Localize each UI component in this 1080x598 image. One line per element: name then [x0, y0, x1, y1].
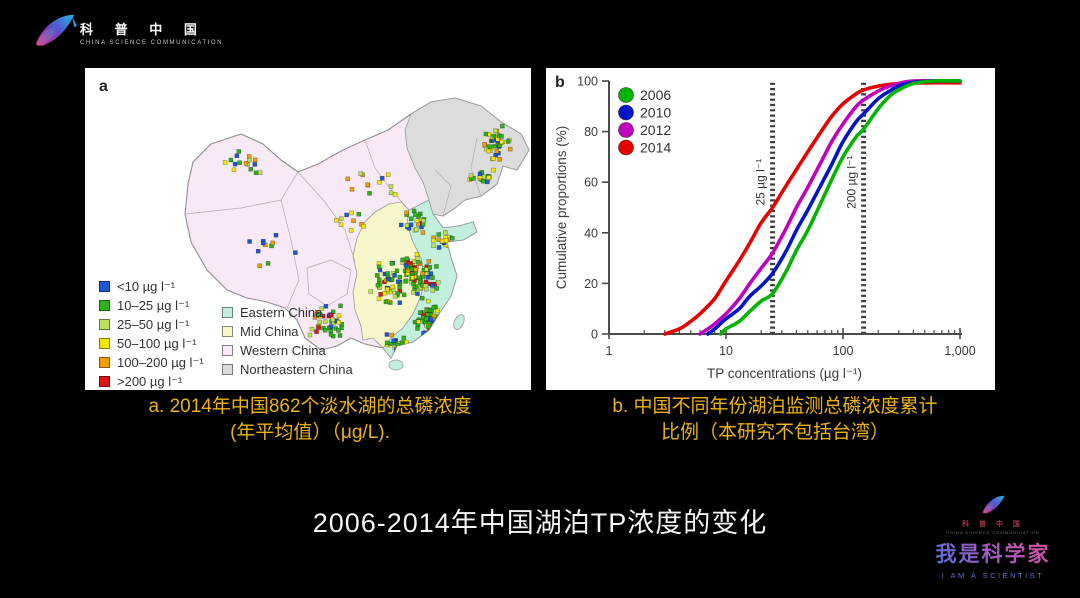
tp-legend-label: >200 µg l⁻¹ — [117, 373, 183, 389]
region-legend-swatch — [222, 364, 233, 375]
y-tick-label: 60 — [584, 176, 598, 190]
tp-legend-item: <10 µg l⁻¹ — [99, 277, 204, 296]
threshold-annotation: 200 µg l⁻¹ — [845, 156, 859, 209]
logo-en-text: CHINA SCIENCE COMMUNICATION — [80, 39, 224, 46]
panel-a-label: a — [99, 78, 108, 95]
region-legend: Eastern China Mid China Western China North… — [222, 303, 353, 379]
tp-legend-swatch — [99, 300, 110, 311]
legend-dot-2012 — [618, 122, 634, 138]
tp-legend-label: 25–50 µg l⁻¹ — [117, 316, 190, 332]
china-science-communication-logo: 科 普 中 国 CHINA SCIENCE COMMUNICATION — [28, 6, 223, 58]
tp-legend-label: 100–200 µg l⁻¹ — [117, 354, 204, 370]
legend-dot-2010 — [618, 104, 634, 121]
legend-dot-2014 — [618, 139, 634, 156]
x-axis-label: TP concentrations (µg l⁻¹) — [707, 366, 862, 381]
x-tick-label: 1 — [606, 344, 613, 358]
caption-a-line2: (年平均值）（μg/L). — [230, 422, 390, 443]
region-legend-item: Western China — [222, 341, 353, 360]
tp-legend-item: 10–25 µg l⁻¹ — [99, 296, 204, 315]
region-legend-swatch — [222, 326, 233, 337]
legend-year-label: 2014 — [640, 140, 671, 156]
region-legend-label: Eastern China — [240, 305, 323, 320]
legend-year-label: 2010 — [640, 105, 671, 121]
y-tick-label: 40 — [584, 226, 598, 240]
tp-legend-swatch — [99, 357, 110, 368]
y-tick-label: 100 — [577, 75, 598, 89]
logo-small-cn-text: 科 普 中 国 — [962, 521, 1024, 528]
threshold-annotation: 25 µg l⁻¹ — [754, 159, 768, 206]
series-curve-2006 — [718, 79, 962, 336]
region-legend-label: Western China — [240, 343, 326, 358]
tp-legend-item: 100–200 µg l⁻¹ — [99, 353, 204, 372]
tp-legend-item: >200 µg l⁻¹ — [99, 372, 204, 391]
y-tick-label: 0 — [591, 328, 598, 342]
slide-title: 2006-2014年中国湖泊TP浓度的变化 — [312, 508, 768, 538]
tp-legend-swatch — [99, 376, 110, 387]
tp-legend-label: 50–100 µg l⁻¹ — [117, 335, 197, 351]
i-am-a-scientist-cn: 我是科学家 — [918, 538, 1068, 568]
x-tick-label: 1,000 — [944, 344, 975, 358]
tp-legend-swatch — [99, 319, 110, 330]
region-legend-swatch — [222, 345, 233, 356]
tp-legend: <10 µg l⁻¹ 10–25 µg l⁻¹ 25–50 µg l⁻¹ 50–100… — [99, 277, 204, 391]
y-axis-label: Cumulative proportions (%) — [554, 126, 569, 290]
series-curve-2014 — [663, 80, 962, 336]
caption-a-line1: a. 2014年中国862个淡水湖的总磷浓度 — [148, 396, 472, 417]
tp-legend-label: 10–25 µg l⁻¹ — [117, 297, 190, 313]
panel-b-chart: b 25 µg l⁻¹ 200 µg l⁻¹ 1 10 100 1,000 0 20 40 60 8… — [546, 68, 995, 390]
cumulative-proportion-chart: 25 µg l⁻¹ 200 µg l⁻¹ 1 10 100 1,000 0 20 40 60 80 1… — [554, 75, 976, 382]
logo-small-en-text: CHINA SCIENCE COMMUNICATION — [946, 530, 1040, 535]
series-curve-2010 — [706, 79, 962, 336]
i-am-a-scientist-en: I AM A SCIENTIST — [941, 571, 1045, 580]
caption-a: a. 2014年中国862个淡水湖的总磷浓度 (年平均值）（μg/L). — [60, 394, 560, 446]
series-curve-2012 — [698, 79, 962, 336]
china-tp-map — [184, 97, 530, 371]
logo-cn-text: 科 普 中 国 — [80, 21, 206, 37]
panel-a-map: a <10 µg l⁻¹ 10–25 µg l⁻¹ 25–50 µg l⁻¹ 50–1… — [85, 68, 531, 390]
tp-legend-label: <10 µg l⁻¹ — [117, 278, 176, 294]
x-tick-label: 100 — [833, 344, 854, 358]
x-tick-label: 10 — [719, 344, 733, 358]
butterfly-small-icon — [982, 495, 1005, 514]
tp-legend-swatch — [99, 281, 110, 292]
caption-b: b. 中国不同年份湖泊监测总磷浓度累计 比例（本研究不包括台湾） — [540, 394, 1010, 446]
region-legend-label: Mid China — [240, 324, 299, 339]
region-legend-item: Northeastern China — [222, 360, 353, 379]
tp-legend-swatch — [99, 338, 110, 349]
i-am-a-scientist-logo: 科 普 中 国 CHINA SCIENCE COMMUNICATION 我是科学… — [918, 492, 1068, 580]
tp-legend-item: 50–100 µg l⁻¹ — [99, 334, 204, 353]
region-legend-item: Mid China — [222, 322, 353, 341]
caption-b-line2: 比例（本研究不包括台湾） — [660, 422, 889, 443]
legend-year-label: 2012 — [640, 122, 671, 138]
butterfly-icon — [36, 14, 77, 46]
caption-b-line1: b. 中国不同年份湖泊监测总磷浓度累计 — [612, 396, 938, 417]
region-legend-swatch — [222, 307, 233, 318]
y-tick-label: 20 — [584, 277, 598, 291]
region-legend-item: Eastern China — [222, 303, 353, 322]
y-tick-label: 80 — [584, 125, 598, 139]
tp-legend-item: 25–50 µg l⁻¹ — [99, 315, 204, 334]
legend-dot-2006 — [618, 87, 634, 103]
region-legend-label: Northeastern China — [240, 362, 353, 377]
panel-b-label: b — [555, 74, 565, 91]
legend-year-label: 2006 — [640, 87, 671, 103]
